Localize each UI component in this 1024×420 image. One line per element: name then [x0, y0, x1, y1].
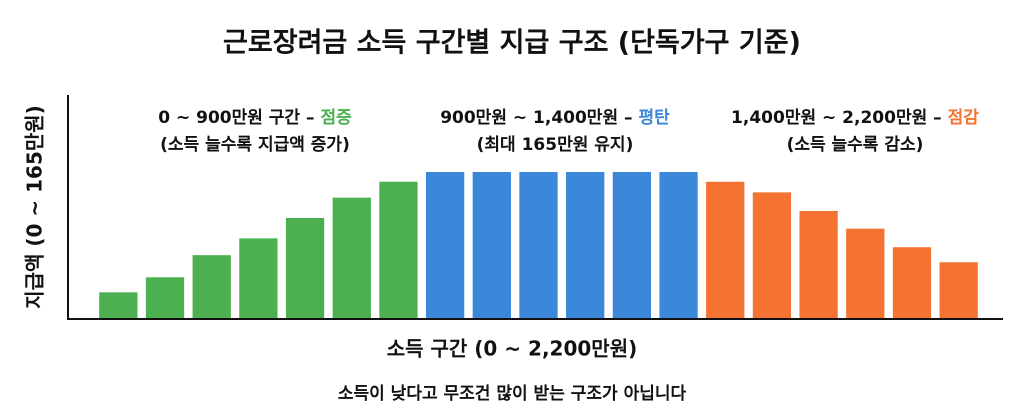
- annotation-note: (소득 늘수록 지급액 증가): [160, 135, 350, 155]
- annotation-text: 900만원 ~ 1,400만원 –: [440, 108, 632, 128]
- bar: [379, 181, 418, 318]
- annotation-text: 1,400만원 ~ 2,200만원 –: [731, 108, 942, 128]
- annotation-highlight: 점증: [321, 108, 353, 128]
- annotation-highlight: 평탄: [639, 108, 671, 128]
- annotation-note: (소득 늘수록 감소): [787, 135, 924, 155]
- annotation-text: 0 ~ 900만원 구간 –: [158, 108, 314, 128]
- annotation: 1,400만원 ~ 2,200만원 – 점감: [731, 108, 979, 128]
- bar: [706, 181, 745, 318]
- bar: [285, 218, 325, 318]
- annotation: 900만원 ~ 1,400만원 – 평탄: [440, 108, 670, 128]
- bar: [145, 277, 185, 318]
- annotation-note: (최대 165만원 유지): [477, 135, 634, 155]
- bar: [612, 172, 652, 318]
- bar: [99, 292, 138, 318]
- bar: [939, 262, 978, 318]
- bar: [846, 228, 885, 318]
- bar: [799, 210, 838, 318]
- footnote: 소득이 낮다고 무조건 많이 받는 구조가 아닙니다: [338, 384, 687, 404]
- bar: [519, 172, 558, 318]
- annotation: 0 ~ 900만원 구간 – 점증: [158, 108, 352, 128]
- chart-title: 근로장려금 소득 구간별 지급 구조 (단독가구 기준): [223, 28, 801, 59]
- bar: [239, 238, 278, 318]
- annotation-highlight: 점감: [948, 108, 980, 128]
- bar: [566, 172, 605, 318]
- bar: [892, 247, 932, 318]
- y-axis-label: 지급액 (0 ~ 165만원): [23, 105, 47, 309]
- bar: [659, 172, 698, 318]
- bar: [332, 197, 371, 318]
- bar: [425, 172, 465, 318]
- bar: [752, 192, 792, 318]
- bar: [192, 255, 231, 318]
- bar: [472, 172, 511, 318]
- x-axis-label: 소득 구간 (0 ~ 2,200만원): [387, 337, 637, 361]
